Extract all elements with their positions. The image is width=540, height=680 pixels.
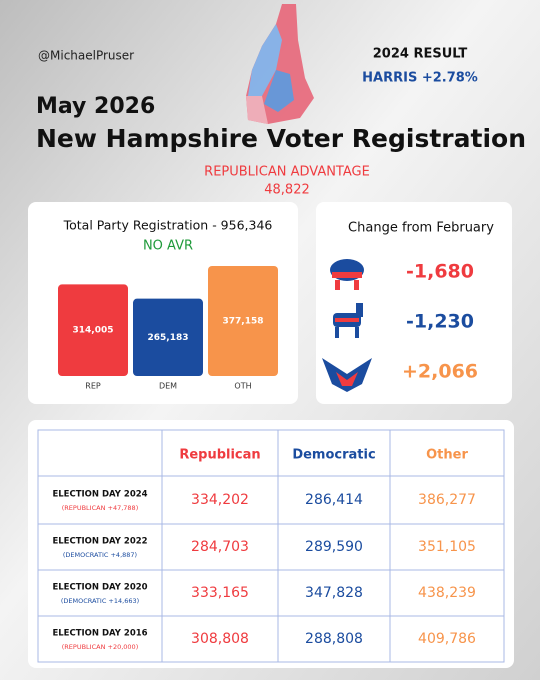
result: HARRIS +2.78%	[362, 71, 478, 86]
bar	[133, 298, 203, 376]
table-cell: 334,202	[191, 492, 249, 508]
bar	[208, 266, 278, 376]
history-table: Republican Democratic Other ELECTION DAY 20…	[37, 429, 505, 663]
row-label: ELECTION DAY 2020	[52, 583, 147, 593]
row-note: (DEMOCRATIC +4,887)	[63, 551, 137, 559]
change-list: -1,680 -1,230 +2,066	[402, 261, 478, 383]
bar-chart: 314,005 REP 265,183 DEM 377,158 OTH	[58, 266, 278, 391]
chart-subtitle: NO AVR	[143, 239, 193, 254]
table-cell: 409,786	[418, 631, 476, 647]
x-tick-label: DEM	[159, 382, 177, 391]
change-title: Change from February	[348, 221, 494, 236]
column-header: Democratic	[292, 448, 375, 463]
column-header: Other	[426, 448, 468, 463]
title: New Hampshire Voter Registration	[36, 124, 526, 153]
table-cell: 386,277	[418, 492, 476, 508]
change-value: -1,230	[406, 311, 474, 333]
change-card	[316, 202, 512, 404]
row-label: ELECTION DAY 2024	[52, 490, 147, 500]
change-value: +2,066	[402, 361, 478, 383]
other-icon	[322, 358, 372, 392]
row-label: ELECTION DAY 2022	[52, 537, 147, 547]
handle: @MichaelPruser	[38, 49, 134, 63]
table-border	[37, 429, 505, 663]
table-cell: 333,165	[191, 585, 249, 601]
table-cell: 351,105	[418, 539, 476, 555]
table-cell: 308,808	[191, 631, 249, 647]
change-value: -1,680	[406, 261, 474, 283]
column-header: Republican	[179, 448, 260, 463]
bar-value-label: 265,183	[148, 333, 189, 343]
row-note: (DEMOCRATIC +14,663)	[61, 597, 139, 605]
x-tick-label: REP	[85, 382, 101, 391]
gop-icon	[330, 259, 364, 290]
chart-title: Total Party Registration - 956,346	[63, 218, 273, 233]
advantage: 48,822	[264, 183, 310, 198]
advantage-label: REPUBLICAN ADVANTAGE	[204, 165, 370, 180]
row-note: (REPUBLICAN +47,788)	[62, 504, 138, 512]
dem-icon	[333, 303, 363, 338]
table-cell: 438,239	[418, 585, 476, 601]
table-cell: 284,703	[191, 539, 249, 555]
table-cell: 347,828	[305, 585, 363, 601]
bar	[58, 284, 128, 376]
x-tick-label: OTH	[234, 382, 251, 391]
bar-value-label: 314,005	[73, 326, 114, 336]
result-title: 2024 RESULT	[373, 47, 468, 62]
row-note: (REPUBLICAN +20,000)	[62, 643, 138, 651]
table-cell: 286,414	[305, 492, 363, 508]
bar-value-label: 377,158	[223, 317, 264, 327]
date: May 2026	[36, 94, 155, 119]
row-label: ELECTION DAY 2016	[52, 629, 147, 639]
table-cell: 288,808	[305, 631, 363, 647]
table-cell: 289,590	[305, 539, 363, 555]
table-card	[28, 420, 514, 668]
state-map	[246, 4, 314, 124]
